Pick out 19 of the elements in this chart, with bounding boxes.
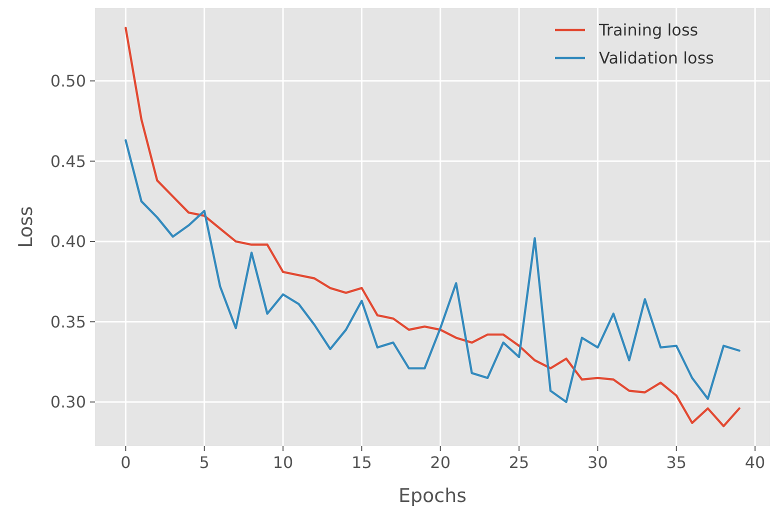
x-tick-label: 35: [666, 453, 687, 472]
y-tick-label: 0.35: [50, 312, 86, 332]
x-tick-label: 5: [199, 453, 210, 472]
y-tick-label: 0.40: [50, 232, 86, 252]
x-tick-label: 15: [352, 453, 372, 472]
y-tick-label: 0.45: [50, 152, 86, 171]
x-tick-label: 25: [508, 453, 530, 472]
legend-label: Validation loss: [599, 48, 714, 68]
x-tick-label: 30: [588, 453, 608, 472]
y-axis-title: Loss: [15, 206, 37, 248]
x-tick-label: 20: [430, 453, 451, 472]
legend-label: Training loss: [598, 20, 698, 40]
y-tick-label: 0.30: [50, 392, 86, 412]
x-tick-label: 40: [744, 453, 766, 472]
x-tick-label: 10: [272, 453, 294, 472]
y-tick-label: 0.50: [50, 71, 86, 90]
line-series: [124, 139, 740, 404]
x-axis-title: Epochs: [398, 485, 467, 507]
x-tick-label: 0: [120, 453, 131, 472]
